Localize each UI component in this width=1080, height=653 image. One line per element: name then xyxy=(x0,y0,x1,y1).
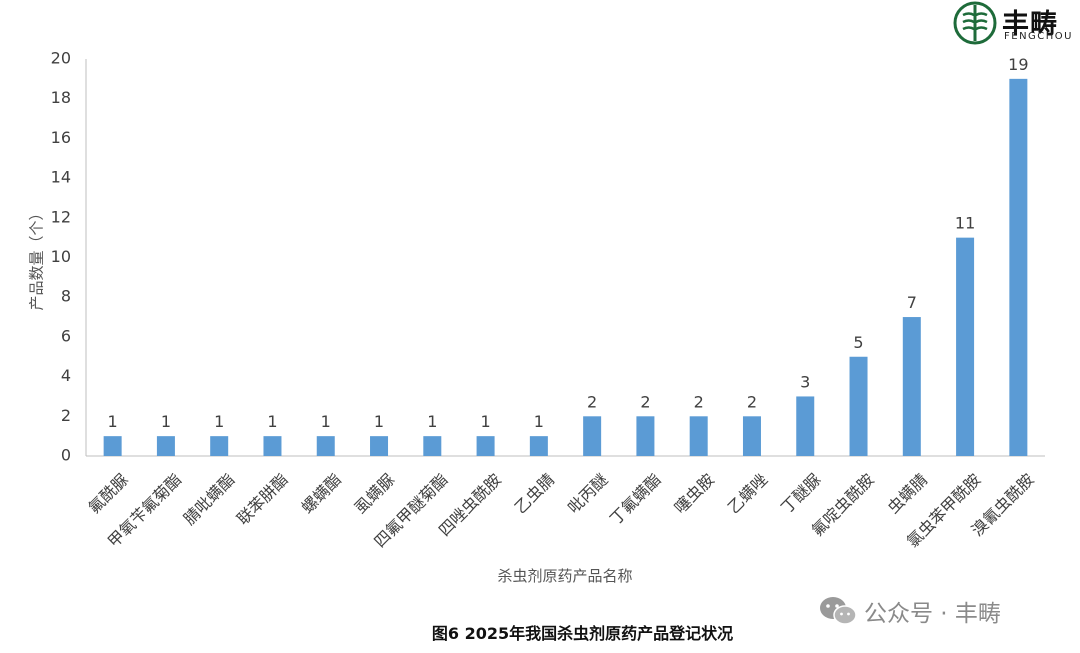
wechat-icon xyxy=(820,597,857,625)
y-tick-label: 16 xyxy=(51,128,71,147)
bar xyxy=(103,436,122,456)
y-tick-label: 6 xyxy=(61,326,71,345)
bar xyxy=(476,436,495,456)
x-category-label: 噻虫胺 xyxy=(671,470,718,517)
y-tick-label: 0 xyxy=(61,446,71,465)
y-axis-ticks: 0 2 4 6 8 10 12 14 16 18 20 xyxy=(51,49,71,465)
bar xyxy=(156,436,175,456)
bar xyxy=(636,416,655,456)
x-category-label: 联苯肼酯 xyxy=(233,470,292,529)
x-category-label: 氟酰脲 xyxy=(85,470,132,517)
data-label: 1 xyxy=(161,412,171,431)
bar xyxy=(316,436,335,456)
data-label: 1 xyxy=(480,412,490,431)
data-label: 1 xyxy=(427,412,437,431)
data-label: 2 xyxy=(747,392,757,411)
data-label: 1 xyxy=(374,412,384,431)
bar xyxy=(583,416,602,456)
data-label: 2 xyxy=(587,392,597,411)
watermark: 公众号 · 丰畴 xyxy=(818,593,1001,629)
bar xyxy=(689,416,708,456)
bar xyxy=(796,396,815,456)
data-label: 7 xyxy=(907,293,917,312)
logo-emblem-icon xyxy=(953,1,997,45)
bar xyxy=(529,436,548,456)
data-label: 3 xyxy=(800,372,810,391)
y-tick-label: 12 xyxy=(51,207,71,226)
data-label: 2 xyxy=(640,392,650,411)
bar xyxy=(1009,78,1028,456)
bar xyxy=(902,317,921,456)
x-category-label: 乙螨唑 xyxy=(724,470,771,517)
bar xyxy=(210,436,229,456)
bar xyxy=(370,436,389,456)
x-axis-title: 杀虫剂原药产品名称 xyxy=(497,567,632,585)
x-category-label: 虫螨腈 xyxy=(884,470,931,517)
bar xyxy=(956,237,975,456)
bar xyxy=(423,436,442,456)
watermark-text: 公众号 · 丰畴 xyxy=(864,601,1001,627)
y-tick-label: 10 xyxy=(51,247,71,266)
x-category-label: 腈吡螨酯 xyxy=(180,470,239,529)
y-tick-label: 14 xyxy=(51,168,71,187)
data-label: 2 xyxy=(694,392,704,411)
data-label: 1 xyxy=(321,412,331,431)
y-tick-label: 18 xyxy=(51,88,71,107)
data-label: 1 xyxy=(267,412,277,431)
x-category-label: 虱螨脲 xyxy=(351,470,398,517)
y-tick-label: 20 xyxy=(51,49,71,68)
data-label: 11 xyxy=(955,214,975,233)
bars-group xyxy=(103,78,1028,456)
y-tick-label: 2 xyxy=(61,406,71,425)
bar xyxy=(263,436,282,456)
brand-name-cn: 丰畴 xyxy=(1002,9,1058,40)
x-category-label: 乙虫腈 xyxy=(511,470,558,517)
x-category-label: 丁醚脲 xyxy=(777,470,824,517)
data-label: 1 xyxy=(214,412,224,431)
fengchou-logo: 丰畴 FENGCHOU xyxy=(952,0,1080,46)
data-label: 1 xyxy=(534,412,544,431)
x-category-label: 螺螨酯 xyxy=(298,470,345,517)
bar xyxy=(849,356,868,456)
y-tick-label: 8 xyxy=(61,287,71,306)
brand-name-en: FENGCHOU xyxy=(1004,31,1073,42)
x-category-label: 吡丙醚 xyxy=(564,470,611,517)
bar xyxy=(742,416,761,456)
data-label: 1 xyxy=(108,412,118,431)
y-axis-title: 产品数量（个） xyxy=(28,205,46,310)
data-label: 5 xyxy=(853,333,863,352)
y-tick-label: 4 xyxy=(61,366,71,385)
data-label: 19 xyxy=(1008,55,1028,74)
x-category-label: 丁氟螨酯 xyxy=(606,470,665,529)
figure-caption: 图6 2025年我国杀虫剂原药产品登记状况 xyxy=(431,624,734,643)
